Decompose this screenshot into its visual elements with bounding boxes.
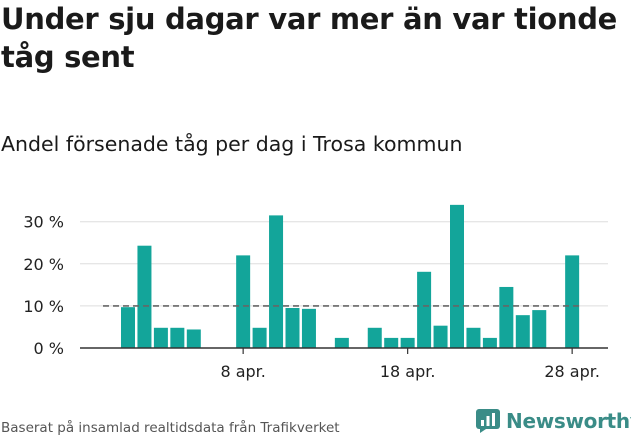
x-tick-label: 8 apr. bbox=[220, 362, 265, 381]
bar-8apr bbox=[236, 255, 251, 348]
newsworthy-logo-text: Newsworthy bbox=[506, 409, 631, 433]
y-tick-label: 30 % bbox=[23, 213, 64, 232]
bar-23apr bbox=[482, 337, 497, 348]
bar-3apr bbox=[153, 327, 168, 348]
bar-28apr bbox=[565, 255, 580, 348]
bar-17apr bbox=[384, 337, 399, 348]
bar-10apr bbox=[269, 215, 284, 348]
bar-4apr bbox=[170, 327, 185, 348]
bar-chart: 0 % 10 % 20 % 30 % 8 apr. 18 apr. 28 apr. bbox=[23, 204, 608, 381]
bar-26apr bbox=[532, 310, 547, 348]
y-tick-label: 20 % bbox=[23, 255, 64, 274]
y-tick-label: 10 % bbox=[23, 297, 64, 316]
source-note: Baserat på insamlad realtidsdata från Tr… bbox=[1, 420, 340, 436]
newsworthy-logo: Newsworthy bbox=[476, 407, 631, 435]
x-tick-label: 28 apr. bbox=[544, 362, 600, 381]
bar-1apr bbox=[121, 307, 135, 348]
bar-11apr bbox=[285, 308, 300, 348]
bar-12apr bbox=[301, 308, 316, 348]
bar-9apr bbox=[252, 327, 267, 348]
bar-20apr bbox=[433, 325, 448, 348]
bar-5apr bbox=[186, 329, 201, 348]
bar-14apr bbox=[334, 337, 349, 348]
bar-21apr bbox=[450, 204, 464, 348]
bar-24apr bbox=[499, 286, 514, 348]
bar-25apr bbox=[515, 315, 530, 348]
chart-title: Under sju dagar var mer än var tionde tå… bbox=[1, 2, 618, 74]
x-tick-label: 18 apr. bbox=[380, 362, 436, 381]
y-tick-label: 0 % bbox=[34, 339, 64, 358]
bar-18apr bbox=[400, 337, 415, 348]
bar-16apr bbox=[367, 327, 382, 348]
bar-2apr bbox=[137, 245, 152, 348]
bar-19apr bbox=[417, 271, 432, 348]
chart-subtitle: Andel försenade tåg per dag i Trosa komm… bbox=[1, 132, 463, 156]
bar-22apr bbox=[466, 327, 481, 348]
newsworthy-logo-icon bbox=[476, 409, 500, 433]
